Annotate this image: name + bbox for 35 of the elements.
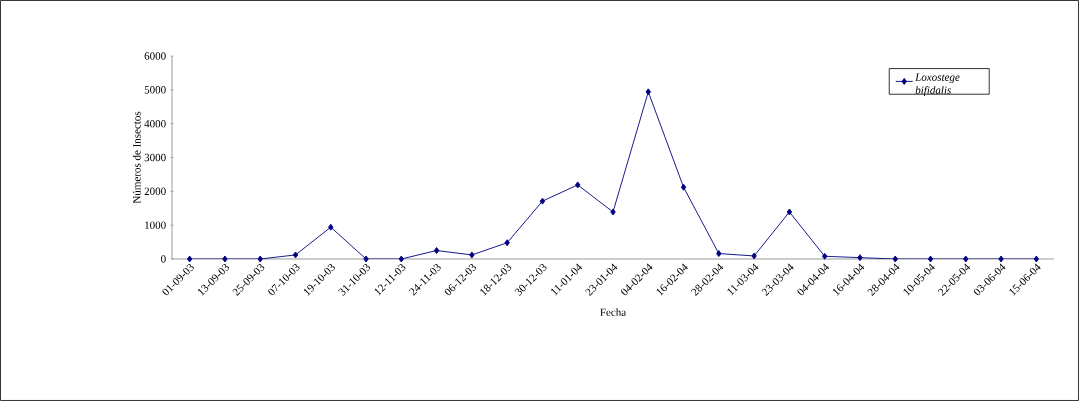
point — [716, 250, 722, 258]
point — [398, 255, 405, 263]
point — [328, 223, 334, 231]
point — [610, 208, 616, 216]
y-tick-label: 2000 — [144, 187, 166, 196]
y-axis-title: Números de Insectos — [132, 111, 141, 204]
point — [892, 255, 898, 263]
point — [363, 255, 369, 263]
y-tick-label: 4000 — [144, 119, 166, 128]
point — [998, 255, 1004, 263]
point — [786, 208, 793, 216]
legend-label: Loxostege bifidalis — [915, 73, 960, 97]
y-tick-label: 0 — [161, 255, 166, 263]
point — [504, 239, 510, 247]
point — [857, 254, 863, 262]
point — [575, 181, 581, 189]
x-axis-title: Fecha — [600, 308, 626, 316]
point — [292, 251, 299, 259]
y-tick-label: 5000 — [144, 86, 166, 94]
y-tick-label: 6000 — [144, 52, 166, 60]
point — [186, 255, 193, 263]
point — [539, 197, 546, 205]
point — [645, 88, 651, 96]
point — [469, 251, 475, 259]
point — [1033, 255, 1040, 263]
y-tick-label: 3000 — [144, 153, 166, 162]
point — [680, 183, 687, 191]
point — [222, 255, 228, 263]
point — [821, 252, 828, 260]
point — [751, 252, 757, 260]
y-tick-label: 1000 — [145, 221, 166, 229]
point — [963, 255, 969, 263]
point — [257, 255, 263, 263]
point — [927, 255, 934, 263]
point — [433, 247, 440, 254]
